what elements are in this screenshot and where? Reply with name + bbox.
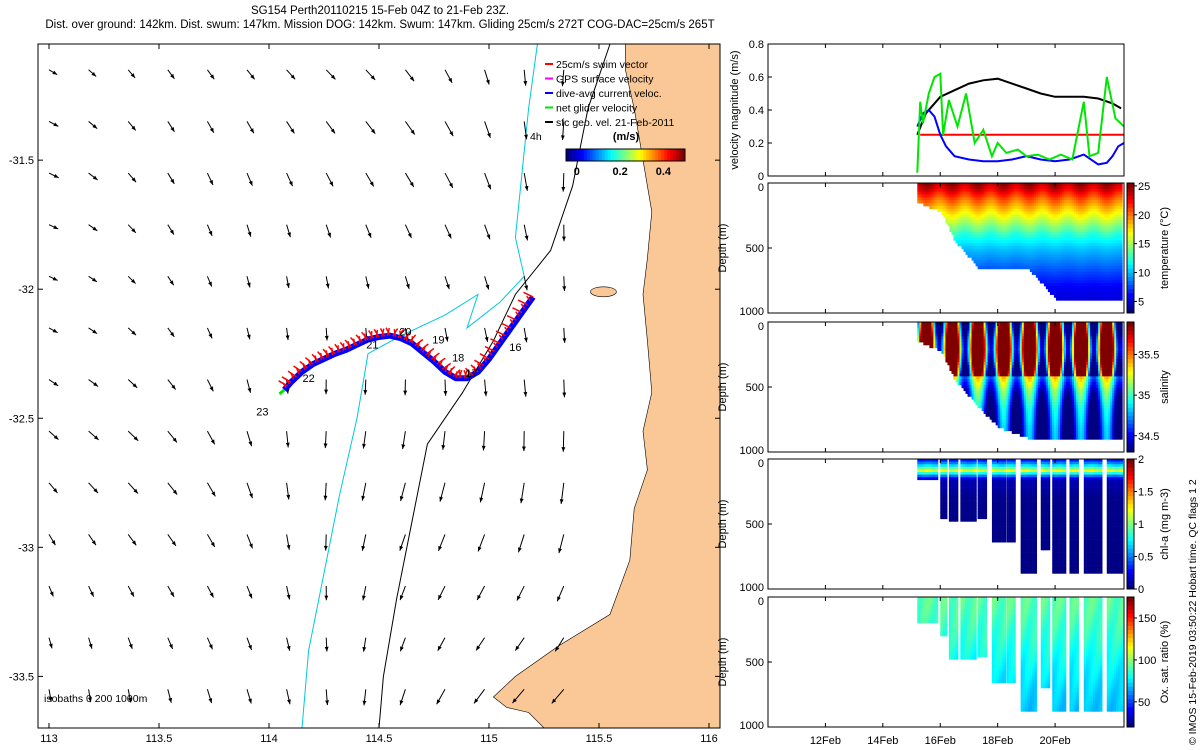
colorbar-cell — [1127, 203, 1134, 208]
section-cell — [1120, 292, 1122, 295]
velocity-series-line — [917, 110, 1124, 164]
section-cell — [1120, 257, 1122, 260]
colorbar-tick-label: 15 — [1138, 239, 1150, 251]
section-cell — [1120, 237, 1122, 240]
depth-axis-label: Depth (m) — [717, 224, 729, 273]
colorbar-cell — [1127, 191, 1134, 196]
section-cell — [1120, 197, 1122, 200]
section-cell — [1120, 272, 1122, 275]
colorbar-cell — [1127, 195, 1134, 200]
section-cell — [1120, 275, 1122, 278]
section-cell — [1120, 286, 1122, 289]
colorbar-cell — [1127, 293, 1134, 298]
section-cell — [1120, 249, 1122, 252]
colorbar-cell — [1127, 183, 1134, 188]
section-cell — [1120, 289, 1122, 292]
section-cell — [1120, 214, 1122, 217]
section-cell — [1120, 194, 1122, 197]
section-cell — [1120, 229, 1122, 232]
colorbar-cell — [1127, 272, 1134, 277]
section-cell — [1120, 212, 1122, 215]
colorbar-cell — [1127, 289, 1134, 294]
section-cell — [1120, 234, 1122, 237]
y-tick-label: 1000 — [740, 306, 764, 318]
section-cell — [1120, 206, 1122, 209]
section-cell — [1120, 223, 1122, 226]
y-tick-label: 500 — [746, 243, 764, 255]
velocity-axis-label: velocity magnitude (m/s) — [729, 50, 741, 169]
colorbar-cell — [1127, 256, 1134, 261]
y-tick-label: 0.2 — [749, 138, 764, 150]
colorbar-tick-label: 5 — [1138, 296, 1144, 308]
y-tick-label: 0.8 — [749, 39, 764, 51]
section-cell — [1120, 232, 1122, 235]
colorbar-cell — [1127, 211, 1134, 216]
timeseries-panels: 00.20.40.60.8velocity magnitude (m/s)050… — [0, 0, 1200, 750]
colorbar-cell — [1127, 268, 1134, 273]
section-cell — [1120, 283, 1122, 286]
section-cell — [1120, 186, 1122, 189]
temperature-section — [917, 183, 1122, 301]
colorbar-cell — [1127, 297, 1134, 302]
section-cell — [1120, 295, 1122, 298]
colorbar-cell — [1127, 232, 1134, 237]
colorbar-cell — [1127, 207, 1134, 212]
section-cell — [1120, 260, 1122, 263]
section-cell — [1120, 220, 1122, 223]
colorbar-cell — [1127, 236, 1134, 241]
section-cell — [1120, 263, 1122, 266]
colorbar-cell — [1127, 248, 1134, 253]
colorbar-tick-label: 25 — [1138, 181, 1150, 193]
section-cell — [1120, 280, 1122, 283]
colorbar-cell — [1127, 301, 1134, 306]
section-cell — [1120, 192, 1122, 195]
colorbar-cell — [1127, 199, 1134, 204]
colorbar-cell — [1127, 228, 1134, 233]
section-cell — [1120, 189, 1122, 192]
salinity-section — [917, 322, 1122, 440]
section-cell — [1120, 252, 1122, 255]
colorbar-cell — [1127, 240, 1134, 245]
section-cell — [1120, 209, 1122, 212]
colorbar-cell — [1127, 252, 1134, 257]
section-cell — [1120, 217, 1122, 220]
section-cell — [1120, 226, 1122, 229]
section-cell — [1120, 269, 1122, 272]
section-cell — [1120, 203, 1122, 206]
colorbar-label: temperature (°C) — [1159, 207, 1171, 289]
colorbar-tick-label: 10 — [1138, 268, 1150, 280]
colorbar-tick-label: 20 — [1138, 210, 1150, 222]
section-cell — [1120, 255, 1122, 258]
section-cell — [1120, 266, 1122, 269]
colorbar-cell — [1127, 260, 1134, 265]
y-tick-label: 0 — [758, 182, 764, 194]
section-cell — [1120, 246, 1122, 249]
colorbar-cell — [1127, 187, 1134, 192]
colorbar-cell — [1127, 281, 1134, 286]
colorbar-cell — [1127, 285, 1134, 290]
y-tick-label: 0.4 — [749, 105, 764, 117]
colorbar-cell — [1127, 264, 1134, 269]
section-cell — [1120, 243, 1122, 246]
colorbar-cell — [1127, 244, 1134, 249]
section-cell — [1120, 277, 1122, 280]
colorbar-cell — [1127, 305, 1134, 310]
section-cell — [1120, 297, 1122, 300]
y-tick-label: 0.6 — [749, 72, 764, 84]
colorbar-cell — [1127, 216, 1134, 221]
colorbar-cell — [1127, 220, 1134, 225]
panel-frame — [768, 44, 1124, 176]
colorbar-cell — [1127, 224, 1134, 229]
section-cell — [1120, 200, 1122, 203]
colorbar-cell — [1127, 276, 1134, 281]
section-cell — [1120, 240, 1122, 243]
